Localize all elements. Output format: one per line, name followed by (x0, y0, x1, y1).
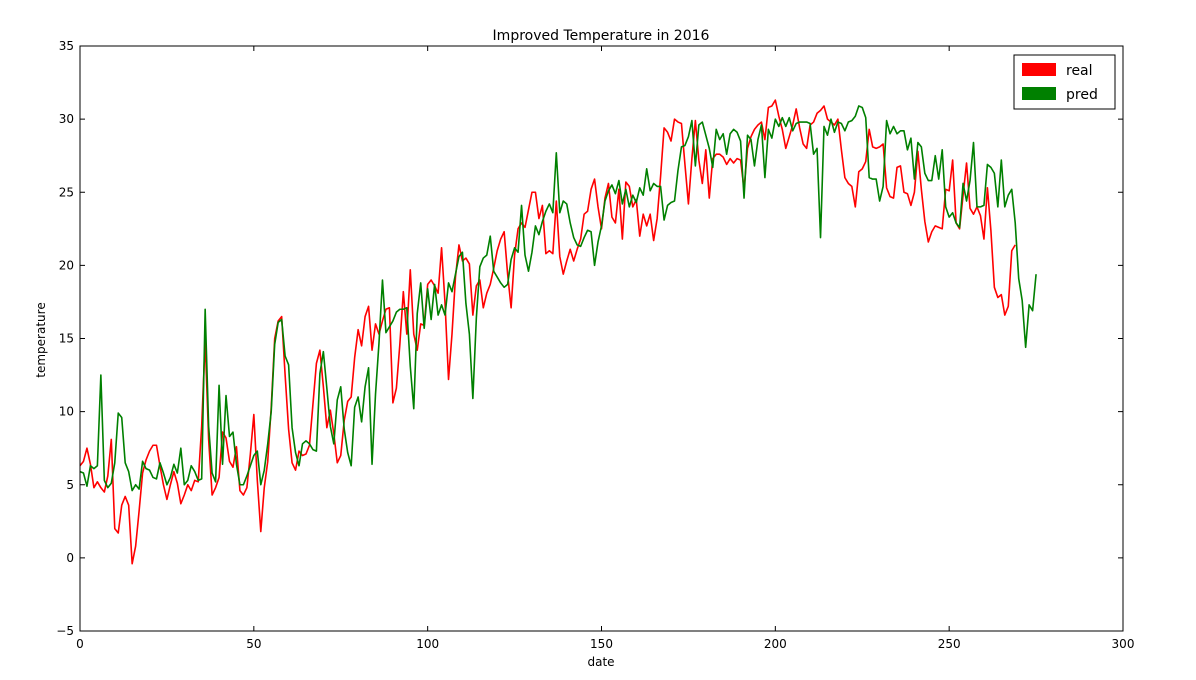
x-tick-label: 50 (246, 637, 261, 651)
legend-swatch-real (1022, 63, 1056, 76)
y-tick-label: 0 (66, 551, 74, 565)
y-tick-label: 30 (59, 112, 74, 126)
y-axis-title: temperature (34, 302, 48, 377)
x-tick-label: 100 (416, 637, 439, 651)
legend: real pred (1013, 54, 1116, 110)
plot-area (79, 99, 1037, 565)
x-tick-label: 0 (76, 637, 84, 651)
x-tick-label: 150 (590, 637, 613, 651)
legend-label-real: real (1066, 63, 1093, 79)
y-tick-label: 15 (59, 332, 74, 346)
y-tick-label: 5 (66, 478, 74, 492)
x-tick-label: 200 (764, 637, 787, 651)
y-tick-label: 10 (59, 405, 74, 419)
y-tick-label: 25 (59, 185, 74, 199)
plot-frame (79, 45, 1124, 632)
y-tick-label: −5 (56, 624, 74, 638)
series-line-real (79, 99, 1016, 565)
x-tick-label: 250 (938, 637, 961, 651)
legend-label-pred: pred (1066, 87, 1098, 103)
series-line-pred (79, 105, 1037, 492)
y-tick-label: 35 (59, 39, 74, 53)
x-tick-label: 300 (1112, 637, 1135, 651)
legend-swatch-pred (1022, 87, 1056, 100)
chart-title: Improved Temperature in 2016 (493, 28, 710, 44)
y-tick-label: 20 (59, 258, 74, 272)
x-axis-title: date (587, 655, 614, 669)
